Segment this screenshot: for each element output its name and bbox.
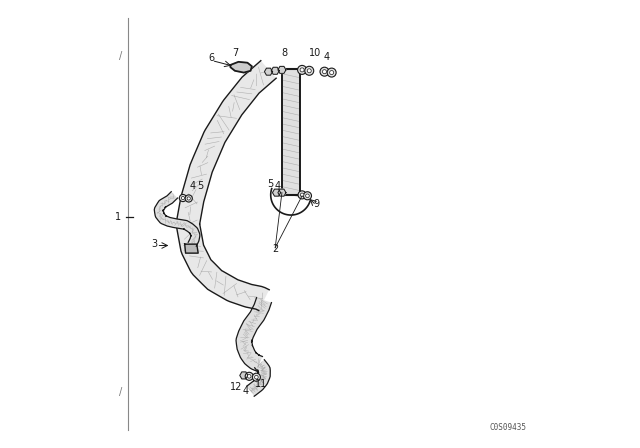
Circle shape [248, 375, 251, 378]
Text: 5: 5 [267, 179, 273, 189]
Text: 6: 6 [209, 53, 214, 63]
Polygon shape [176, 60, 276, 310]
Text: C0S09435: C0S09435 [489, 423, 526, 432]
Text: 5: 5 [197, 181, 203, 191]
Circle shape [303, 192, 312, 200]
Polygon shape [278, 189, 286, 196]
Circle shape [298, 65, 307, 74]
Polygon shape [271, 67, 279, 74]
Circle shape [307, 69, 311, 73]
Polygon shape [247, 360, 270, 396]
Text: 4: 4 [243, 386, 249, 396]
Circle shape [179, 194, 186, 202]
Circle shape [320, 67, 329, 76]
Circle shape [185, 195, 192, 202]
Text: /: / [119, 51, 122, 61]
Circle shape [187, 197, 190, 200]
Circle shape [306, 194, 309, 198]
Polygon shape [278, 66, 286, 73]
Polygon shape [154, 192, 200, 246]
Circle shape [305, 66, 314, 75]
Polygon shape [185, 244, 198, 253]
Text: 12: 12 [230, 382, 242, 392]
Circle shape [300, 193, 304, 197]
Bar [282, 69, 300, 195]
Circle shape [300, 68, 304, 72]
Text: 10: 10 [309, 48, 322, 58]
Text: 4: 4 [324, 52, 330, 62]
Text: 8: 8 [281, 48, 287, 58]
Text: 1: 1 [115, 212, 120, 222]
Circle shape [181, 196, 184, 200]
Circle shape [255, 375, 258, 379]
Text: 11: 11 [255, 379, 267, 389]
Text: 2: 2 [272, 244, 278, 254]
Circle shape [245, 372, 253, 380]
Text: 9: 9 [314, 199, 319, 209]
Polygon shape [230, 62, 252, 73]
Text: 4: 4 [189, 181, 195, 191]
Circle shape [252, 373, 260, 381]
Polygon shape [273, 189, 280, 196]
Circle shape [327, 68, 336, 77]
Text: 7: 7 [232, 48, 238, 58]
Text: 4: 4 [275, 181, 280, 191]
Circle shape [323, 69, 326, 73]
Circle shape [298, 191, 306, 199]
Polygon shape [264, 68, 273, 75]
Polygon shape [236, 297, 271, 371]
Circle shape [330, 70, 333, 74]
Text: /: / [119, 387, 122, 397]
Text: 3: 3 [151, 239, 157, 249]
Polygon shape [240, 372, 248, 379]
